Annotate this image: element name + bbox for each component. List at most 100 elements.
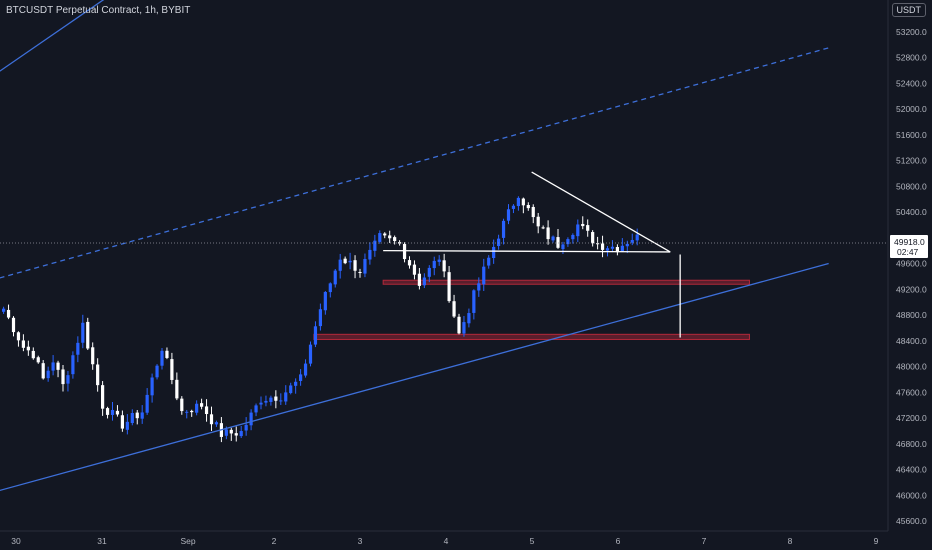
candle-body bbox=[447, 272, 451, 302]
last-price-badge: 49918.0 02:47 bbox=[890, 235, 928, 259]
candle-body bbox=[224, 429, 228, 436]
price-tick-label: 45600.0 bbox=[896, 516, 927, 526]
channel-lower-line[interactable] bbox=[0, 262, 829, 496]
candle-body bbox=[591, 232, 595, 244]
candle-body bbox=[561, 244, 565, 250]
price-tick-label: 48000.0 bbox=[896, 362, 927, 372]
triangle-top-line[interactable] bbox=[531, 171, 671, 253]
candle-body bbox=[16, 332, 21, 341]
candle-body bbox=[294, 381, 298, 386]
candle-body bbox=[200, 403, 204, 407]
candle-body bbox=[21, 340, 25, 348]
candle-body bbox=[81, 322, 85, 343]
candle-body bbox=[373, 240, 377, 251]
candle-body bbox=[279, 400, 283, 402]
candle-body bbox=[11, 317, 16, 333]
candle-body bbox=[427, 267, 431, 277]
price-tick-label: 52000.0 bbox=[896, 104, 927, 114]
candle-body bbox=[596, 243, 600, 245]
price-tick-label: 51600.0 bbox=[896, 130, 927, 140]
candle-body bbox=[165, 350, 169, 358]
candle-body bbox=[432, 260, 436, 269]
candle-body bbox=[625, 243, 629, 247]
candle-body bbox=[437, 259, 441, 262]
candle-body bbox=[442, 260, 446, 272]
candle-body bbox=[467, 313, 471, 324]
price-tick-label: 52800.0 bbox=[896, 53, 927, 63]
candle-body bbox=[61, 369, 65, 385]
price-tick-label: 46000.0 bbox=[896, 490, 927, 500]
candle-body bbox=[289, 385, 293, 394]
candle-body bbox=[229, 429, 233, 434]
candle-body bbox=[343, 258, 347, 264]
candle-body bbox=[140, 412, 144, 419]
time-axis[interactable]: 30 31 Sep 2 3 4 5 6 7 8 9 bbox=[11, 536, 878, 546]
candle-body bbox=[348, 260, 352, 263]
symbol-title[interactable]: BTCUSDT Perpetual Contract, 1h, BYBIT bbox=[6, 5, 191, 16]
candle-body bbox=[457, 316, 461, 334]
time-tick-label: 31 bbox=[97, 536, 107, 546]
candle-body bbox=[101, 385, 105, 409]
candle-body bbox=[303, 363, 308, 376]
candle-body bbox=[269, 397, 273, 402]
candle-body bbox=[2, 308, 6, 312]
candle-body bbox=[511, 205, 516, 209]
candle-body bbox=[472, 290, 476, 313]
candle-body bbox=[576, 224, 580, 237]
candle-body bbox=[274, 396, 278, 401]
candle-body bbox=[105, 408, 110, 415]
price-tick-label: 50800.0 bbox=[896, 181, 927, 191]
candle-body bbox=[521, 198, 525, 206]
candle-body bbox=[526, 205, 530, 209]
candle-body bbox=[160, 350, 164, 366]
candle-body bbox=[600, 243, 605, 250]
candle-body bbox=[254, 405, 258, 413]
candle-body bbox=[41, 363, 45, 379]
candle-body bbox=[115, 410, 120, 415]
candle-body bbox=[71, 355, 75, 375]
channel-middle-line[interactable] bbox=[0, 47, 829, 283]
price-tick-label: 46800.0 bbox=[896, 439, 927, 449]
time-tick-label: 9 bbox=[874, 536, 879, 546]
time-tick-label: 7 bbox=[702, 536, 707, 546]
price-tick-label: 47600.0 bbox=[896, 387, 927, 397]
candle-body bbox=[313, 326, 318, 345]
candle-body bbox=[46, 370, 50, 379]
candle-body bbox=[51, 362, 55, 371]
candle-body bbox=[452, 301, 456, 317]
candle-body bbox=[31, 350, 35, 359]
price-tick-label: 48800.0 bbox=[896, 310, 927, 320]
price-tick-label: 46400.0 bbox=[896, 465, 927, 475]
support-zone-lower[interactable] bbox=[313, 333, 750, 340]
candle-body bbox=[402, 244, 407, 260]
candle-body bbox=[26, 346, 30, 351]
candle-body bbox=[259, 402, 263, 405]
last-price-value: 49918.0 bbox=[894, 237, 925, 247]
candle-body bbox=[299, 374, 303, 381]
candle-body bbox=[318, 309, 322, 327]
trendlines-layer bbox=[0, 0, 829, 496]
candle-body bbox=[6, 309, 11, 318]
candle-body bbox=[407, 260, 412, 266]
support-zone-upper[interactable] bbox=[382, 279, 750, 285]
candle-body bbox=[556, 237, 560, 248]
candle-body bbox=[635, 234, 639, 241]
candle-body bbox=[120, 415, 124, 429]
price-tick-label: 49200.0 bbox=[896, 284, 927, 294]
time-tick-label: 5 bbox=[530, 536, 535, 546]
candle-body bbox=[487, 257, 491, 266]
candle-body bbox=[462, 322, 466, 334]
candle-body bbox=[209, 414, 214, 425]
candle-body bbox=[412, 264, 417, 275]
triangle-base-line[interactable] bbox=[383, 249, 671, 253]
candle-body bbox=[170, 359, 174, 380]
candle-body bbox=[501, 220, 506, 238]
candle-body bbox=[620, 245, 624, 252]
candle-body bbox=[96, 364, 100, 386]
channel-upper-line[interactable] bbox=[0, 0, 151, 83]
currency-badge[interactable]: USDT bbox=[891, 3, 926, 17]
candle-body bbox=[368, 249, 372, 260]
